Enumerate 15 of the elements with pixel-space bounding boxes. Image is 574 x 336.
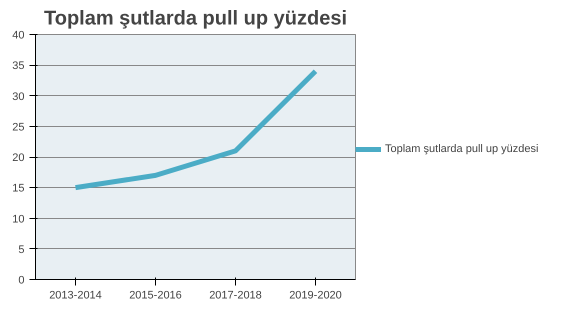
y-tick-label: 20 [12, 152, 25, 164]
y-tick-label: 35 [12, 60, 25, 72]
x-tick-label: 2015-2016 [129, 290, 182, 302]
x-tick-label: 2019-2020 [289, 290, 342, 302]
y-tick-label: 5 [18, 244, 25, 256]
x-tick-label: 2017-2018 [209, 290, 262, 302]
y-tick-label: 40 [12, 30, 25, 42]
y-tick-label: 25 [12, 121, 25, 134]
y-tick-label: 30 [12, 90, 25, 103]
y-tick-label: 10 [12, 213, 25, 226]
x-tick-label: 2013-2014 [49, 290, 102, 302]
y-tick-label: 0 [18, 274, 25, 286]
chart-title: Toplam şutlarda pull up yüzdesi [44, 8, 347, 30]
legend-label: Toplam şutlarda pull up yüzdesi [385, 143, 538, 155]
y-tick-label: 15 [12, 182, 25, 195]
